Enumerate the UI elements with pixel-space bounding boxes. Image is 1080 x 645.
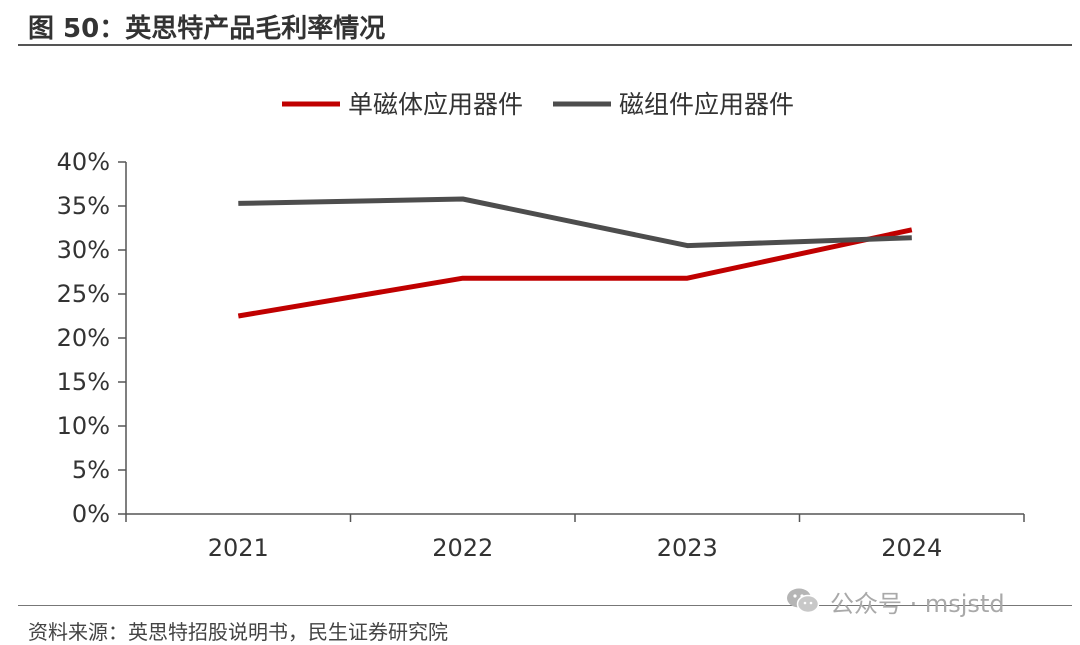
footer-divider — [18, 605, 1072, 606]
source-note: 资料来源：英思特招股说明书，民生证券研究院 — [28, 620, 448, 644]
x-tick-label: 2021 — [208, 534, 269, 562]
y-tick-label: 25% — [57, 280, 110, 308]
y-tick-label: 20% — [57, 324, 110, 352]
y-tick-label: 15% — [57, 368, 110, 396]
watermark: 公众号 · msjstd — [786, 584, 1005, 618]
y-tick-label: 0% — [72, 500, 110, 528]
x-tick-label: 2023 — [657, 534, 718, 562]
series-line-1 — [237, 227, 913, 319]
y-tick-label: 10% — [57, 412, 110, 440]
legend-label-2: 磁组件应用器件 — [619, 90, 794, 119]
legend-label-1: 单磁体应用器件 — [348, 90, 523, 119]
x-tick-label: 2022 — [432, 534, 493, 562]
x-tick-label: 2024 — [881, 534, 942, 562]
chart-series — [237, 196, 913, 319]
y-tick-label: 30% — [57, 236, 110, 264]
y-tick-label: 40% — [57, 148, 110, 176]
chart-title: 图 50：英思特产品毛利率情况 — [28, 14, 386, 44]
chart-axes: 0% 5% 10% 15% 20% 25% 30% 35% 40% 2021 2022 2023 202… — [57, 148, 1025, 562]
y-tick-label: 35% — [57, 192, 110, 220]
title-divider — [18, 44, 1072, 46]
y-tick-label: 5% — [72, 456, 110, 484]
wechat-icon — [787, 588, 820, 614]
watermark-text: 公众号 · msjstd — [830, 589, 1005, 618]
series-line-2 — [238, 196, 912, 249]
chart-legend: 单磁体应用器件 磁组件应用器件 — [282, 90, 794, 119]
